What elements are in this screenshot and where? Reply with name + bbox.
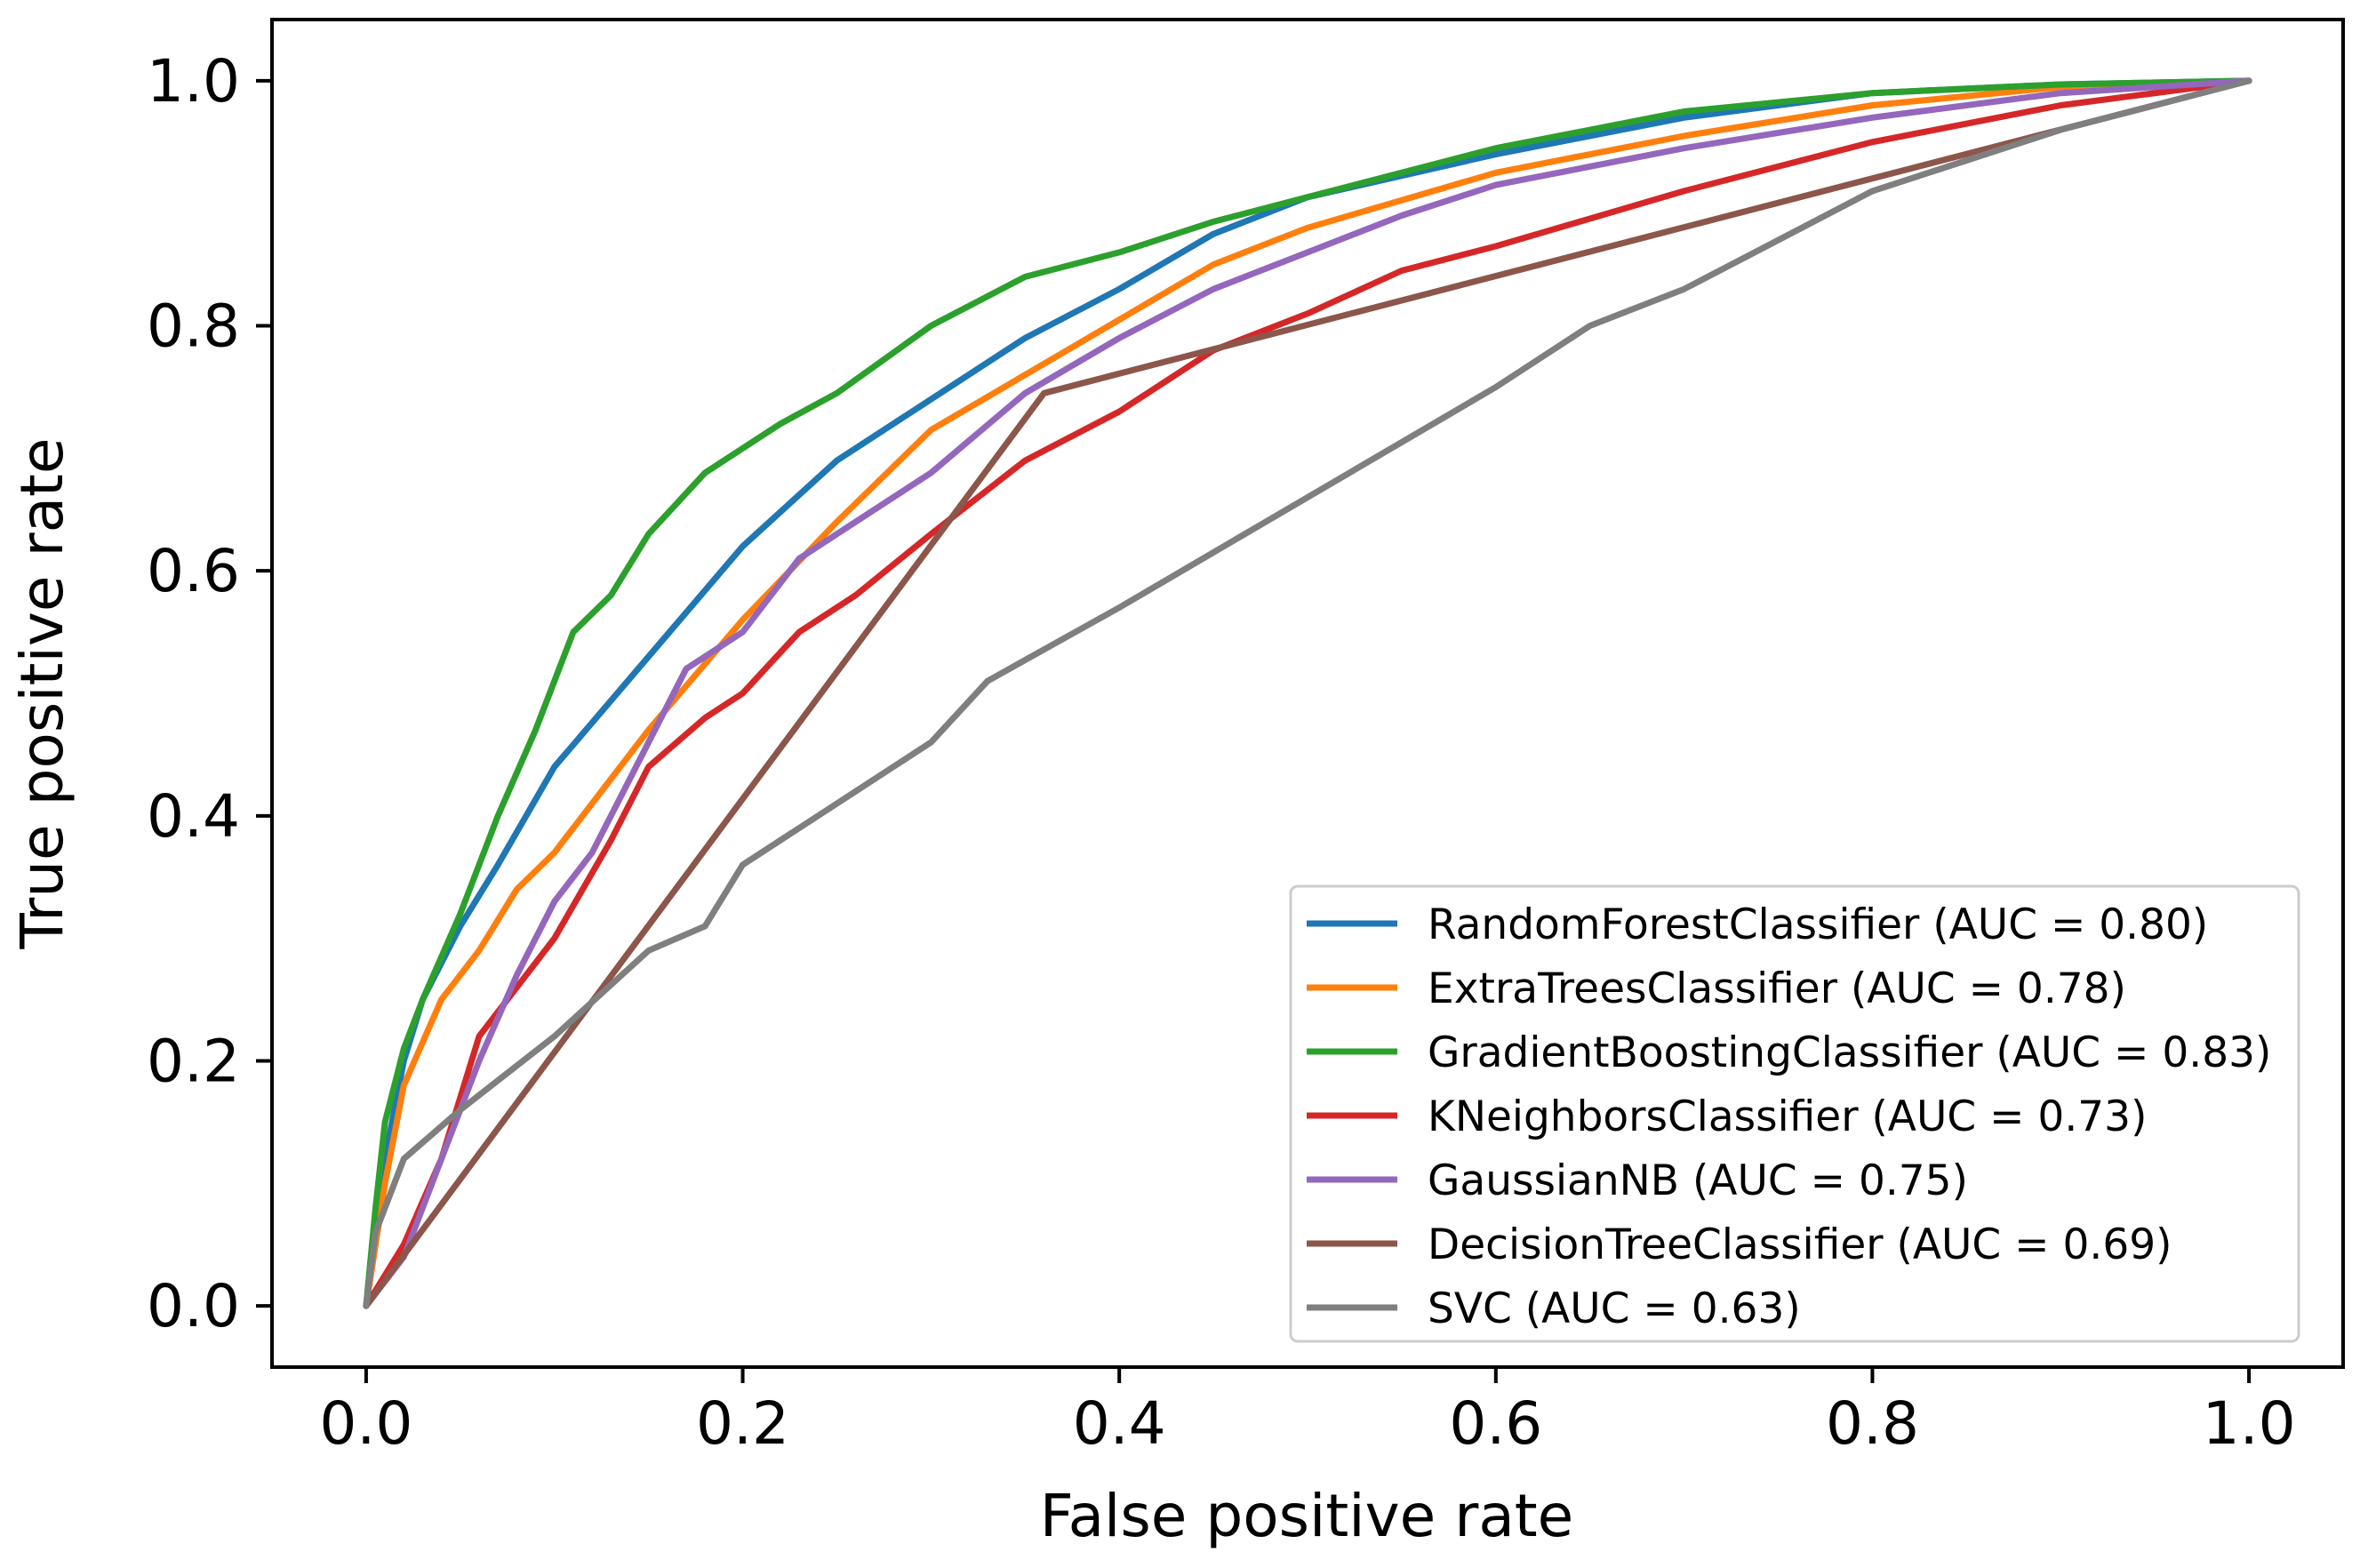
y-axis: 0.0 0.2 0.4 0.6 0.8 1.0 [147, 47, 272, 1340]
x-axis: 0.0 0.2 0.4 0.6 0.8 1.0 [319, 1367, 2296, 1458]
legend-label-1: ExtraTreesClassifier (AUC = 0.78) [1428, 964, 2126, 1013]
y-tick-label: 0.6 [147, 537, 240, 605]
x-tick-label: 0.4 [1073, 1389, 1166, 1458]
legend: RandomForestClassifier (AUC = 0.80) Extra… [1289, 884, 2300, 1343]
series-line-1 [363, 77, 2252, 1309]
x-axis-label: False positive rate [1040, 1482, 1574, 1550]
y-axis-label: True positive rate [8, 437, 76, 949]
y-tick-label: 0.2 [147, 1027, 240, 1095]
axes-frame [270, 18, 2345, 1369]
x-tick-label: 0.0 [319, 1389, 412, 1458]
x-tick-label: 0.6 [1449, 1389, 1542, 1458]
x-tick-label: 0.8 [1826, 1389, 1919, 1458]
y-tick-label: 0.8 [147, 292, 240, 361]
legend-label-2: GradientBoostingClassifier (AUC = 0.83) [1428, 1028, 2271, 1077]
legend-label-5: DecisionTreeClassifier (AUC = 0.69) [1428, 1220, 2172, 1269]
legend-label-3: KNeighborsClassifier (AUC = 0.73) [1428, 1092, 2147, 1141]
y-tick-label: 1.0 [147, 47, 240, 116]
legend-label-0: RandomForestClassifier (AUC = 0.80) [1428, 900, 2208, 949]
y-tick-label: 0.0 [147, 1272, 240, 1340]
legend-label-4: GaussianNB (AUC = 0.75) [1428, 1156, 1968, 1205]
plot-area [363, 77, 2252, 1309]
y-tick-label: 0.4 [147, 782, 240, 851]
x-tick-label: 1.0 [2203, 1389, 2296, 1458]
series-line-4 [363, 77, 2252, 1309]
legend-label-6: SVC (AUC = 0.63) [1428, 1284, 1801, 1333]
series-line-2 [363, 77, 2252, 1309]
x-tick-label: 0.2 [696, 1389, 789, 1458]
series-line-6 [363, 77, 2252, 1309]
legend-frame [1289, 884, 2300, 1343]
